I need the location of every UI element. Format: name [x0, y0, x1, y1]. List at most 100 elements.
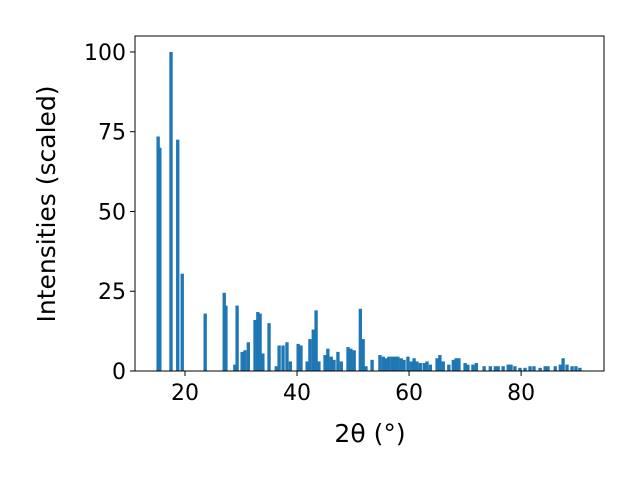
bar — [352, 350, 356, 371]
bar — [441, 361, 445, 371]
bar — [246, 342, 250, 371]
bar — [281, 345, 285, 371]
bar — [364, 366, 368, 371]
y-tick-label: 50 — [98, 200, 126, 225]
bar — [243, 350, 247, 371]
bar — [558, 364, 562, 371]
bar — [409, 361, 413, 371]
bar — [326, 348, 330, 371]
bar — [349, 348, 353, 371]
bar — [256, 311, 260, 371]
bar — [415, 361, 419, 371]
bar — [329, 356, 333, 371]
bar — [288, 361, 293, 371]
bar — [454, 358, 458, 371]
bar — [158, 147, 162, 371]
bar — [274, 366, 279, 371]
bar — [267, 323, 271, 371]
bar — [488, 366, 492, 371]
x-tick-label: 20 — [171, 381, 199, 406]
bar — [528, 366, 532, 371]
bar — [570, 366, 574, 371]
bar — [574, 366, 578, 371]
bar — [390, 356, 394, 371]
x-tick-label: 80 — [507, 381, 535, 406]
bar — [317, 361, 321, 371]
bar — [224, 305, 228, 371]
y-tick-label: 75 — [98, 121, 126, 146]
bar — [299, 345, 303, 371]
y-axis-label: Intensities (scaled) — [32, 85, 61, 322]
bar — [553, 366, 557, 371]
bar — [261, 353, 265, 371]
bar — [336, 351, 340, 371]
bar — [496, 366, 500, 371]
bar — [332, 359, 336, 371]
bar — [438, 355, 442, 371]
bar — [346, 347, 350, 371]
bar — [447, 364, 451, 371]
bar — [361, 339, 365, 371]
bar — [493, 366, 498, 371]
bar — [501, 366, 505, 371]
bar — [308, 339, 312, 371]
bar — [422, 363, 426, 371]
bar — [203, 313, 207, 371]
y-tick-label: 0 — [112, 360, 126, 385]
bar — [412, 358, 416, 371]
bar — [323, 355, 327, 371]
bar — [384, 358, 388, 371]
bar — [277, 345, 281, 371]
bar — [176, 139, 180, 371]
bar — [381, 356, 385, 371]
x-tick-label: 40 — [283, 381, 311, 406]
bar — [451, 359, 456, 371]
bar — [296, 343, 300, 371]
bar — [311, 329, 315, 371]
bar — [406, 356, 410, 371]
bar — [506, 364, 510, 371]
bar — [565, 364, 569, 371]
bar — [305, 361, 309, 371]
bar — [523, 367, 527, 371]
bar — [285, 342, 289, 371]
bar — [399, 358, 403, 371]
bar — [358, 308, 363, 371]
bar — [258, 313, 262, 371]
bar — [169, 51, 173, 371]
bar — [314, 310, 318, 371]
bar — [233, 364, 237, 371]
y-tick-label: 25 — [98, 280, 126, 305]
bar — [370, 359, 374, 371]
bar — [457, 358, 461, 371]
plot-frame — [134, 35, 605, 372]
bar — [253, 319, 257, 371]
bar — [543, 366, 547, 371]
bar — [402, 359, 406, 371]
bar — [435, 358, 439, 371]
bar — [578, 367, 582, 371]
bar — [180, 273, 184, 371]
x-axis-label: 2θ (°) — [334, 419, 405, 448]
bar — [418, 363, 422, 371]
bar — [393, 356, 397, 371]
x-tick-label: 60 — [395, 381, 423, 406]
y-tick-label: 100 — [84, 41, 126, 66]
bar — [428, 364, 433, 371]
bar — [235, 305, 239, 371]
bar — [339, 361, 343, 371]
bar — [513, 366, 517, 371]
bar — [518, 367, 522, 371]
bar — [463, 363, 467, 371]
bar — [546, 366, 550, 371]
bar — [396, 356, 400, 371]
bar — [532, 366, 536, 371]
bar — [240, 351, 244, 371]
bar — [471, 364, 475, 371]
bar — [482, 366, 486, 371]
bar — [561, 358, 565, 371]
bar — [387, 356, 391, 371]
bar — [425, 361, 429, 371]
bar — [509, 364, 513, 371]
